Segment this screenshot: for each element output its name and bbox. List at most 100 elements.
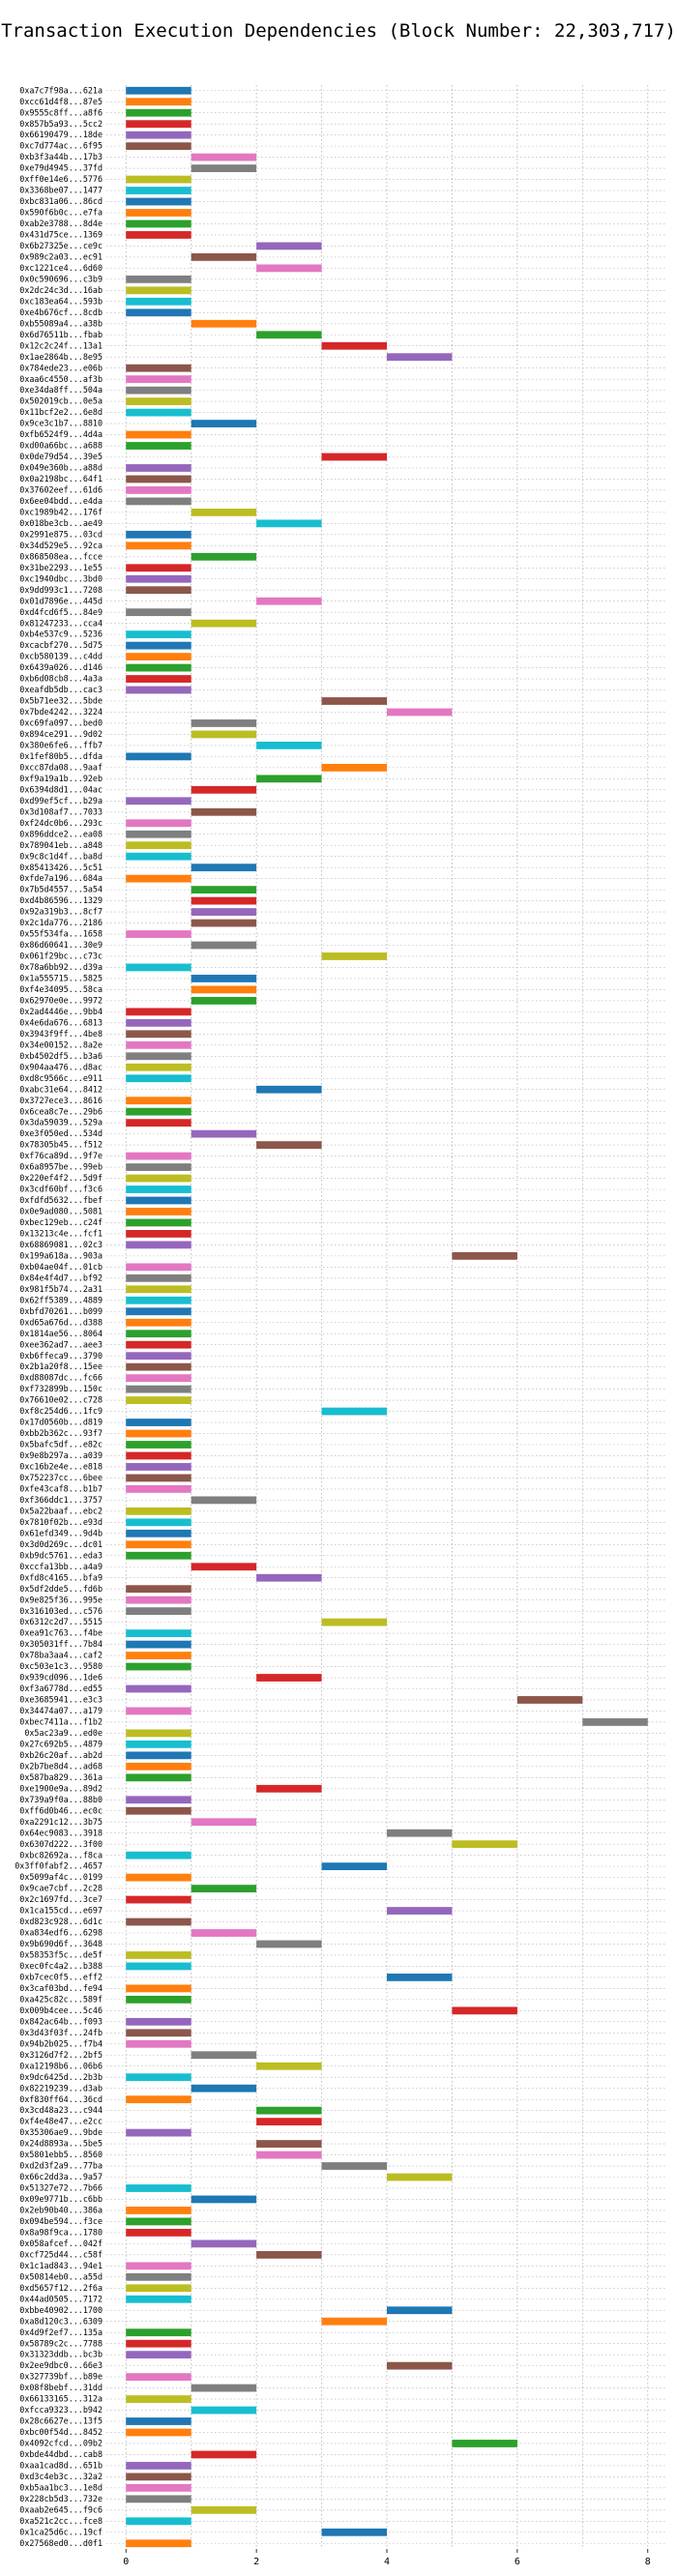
bar [126,1318,191,1327]
y-tick-label: 0xe79d4945...37fd [19,163,103,173]
y-tick-label: 0xd5657f12...2f6a [19,2283,103,2293]
bar [126,1585,191,1594]
y-tick-label: 0x0a2198bc...64f1 [19,474,103,483]
y-tick-labels: 0xa7c7f98a...621a 0xcc61d4f8...87e50x9555… [15,85,103,2548]
y-tick-label: 0x018be3cb...ae49 [19,518,103,528]
bar [256,2106,322,2115]
y-tick-label: 0x857b5a93...5cc2 [19,119,103,129]
y-tick-label: 0x1814ae56...8064 [19,1329,103,1338]
y-tick-label: 0x66190479...18de [19,130,103,139]
y-tick-label: 0x6ee04bdd...e4da [19,496,103,506]
y-tick-label: 0xa7c7f98a...621a [19,85,103,95]
bar [191,985,257,994]
bar [126,2029,191,2037]
bar [126,1152,191,1160]
y-tick-label: 0x2ad4446e...9bb4 [19,1007,103,1016]
bar [126,2517,191,2526]
y-tick-label: 0xff0e14e6...5776 [19,174,103,184]
bar [126,464,191,472]
y-tick-label: 0xd8c9566c...e911 [19,1073,103,1083]
y-tick-label: 0xa8d120c3...6309 [19,2316,103,2326]
bar [126,1441,191,1449]
bar [126,1385,191,1393]
y-tick-label: 0x6307d222...3f00 [19,1839,103,1849]
y-tick-label: 0xb7cec0f5...eff2 [19,1973,103,1982]
bar [126,397,191,406]
bar [191,807,257,816]
x-tick-label: 8 [645,2557,651,2567]
bar [191,908,257,916]
bar [126,2417,191,2425]
bar [126,830,191,838]
y-tick-label: 0xc1989b42...176f [19,507,103,516]
y-tick-label: 0x316103ed...c576 [19,1606,103,1616]
bar [126,1707,191,1715]
bar [126,187,191,194]
y-tick-label: 0x34474a07...a179 [19,1706,103,1715]
bar [126,1518,191,1527]
bar [191,1885,257,1892]
bar [126,2373,191,2382]
bar [256,519,322,528]
y-tick-label: 0xfb6524f9...4d4a [19,429,103,439]
bar [126,1396,191,1404]
bar [191,1929,257,1937]
y-tick-label: 0xd4b86596...1329 [19,895,103,905]
y-tick-label: 0x66c2dd3a...9a57 [19,2172,103,2181]
y-tick-label: 0x2c1697fd...3ce7 [19,1894,103,1904]
bar [387,353,453,362]
y-tick-label: 0x9ce3c1b7...8810 [19,419,103,428]
y-tick-label: 0xb4502df5...b3a6 [19,1051,103,1061]
y-tick-label: 0x939cd096...1de6 [19,1673,103,1683]
bar [126,1008,191,1016]
bar [126,530,191,539]
bar [191,886,257,894]
y-tick-label: 0x3ff0fabf2...4657 [15,1861,103,1871]
bar [126,2017,191,2026]
y-tick-label: 0x5ac23a9...ed0e [24,1728,103,1738]
bar [126,1429,191,1438]
y-tick-label: 0xe4b676cf...8cdb [19,307,103,317]
y-tick-label: 0xc7d774ac...6f95 [19,141,103,151]
bar [321,1618,387,1626]
y-tick-label: 0x3d43f03f...24fb [19,2028,103,2037]
y-tick-label: 0x3cd48a23...c944 [19,2105,103,2115]
y-tick-label: 0x3d0d269c...dc01 [19,1539,103,1549]
y-tick-label: 0x3caf03bd...fe94 [19,1983,103,1993]
bar [126,2228,191,2237]
y-tick-label: 0x6439a026...d146 [19,662,103,672]
y-tick-label: 0x784ede23...e06b [19,363,103,372]
bar [256,1573,322,1582]
bar [126,1773,191,1782]
bar [256,775,322,783]
y-tick-label: 0xf4e48e47...e2cc [19,2117,103,2126]
bar [126,1484,191,1493]
bar [387,2306,453,2315]
y-tick-label: 0xe3f050ed...534d [19,1128,103,1138]
y-tick-label: 0xc1940dbc...3bd0 [19,573,103,583]
bar [126,2495,191,2503]
y-tick-label: 0x5b71ee32...5bde [19,696,103,706]
y-tick-label: 0xcc61d4f8...87e5 [19,97,103,106]
y-tick-label: 0x2b7be8d4...ad68 [19,1761,103,1771]
bar [126,1796,191,1804]
y-tick-label: 0x5df2dde5...fd6b [19,1584,103,1594]
bar [126,574,191,583]
bar [126,1330,191,1338]
y-tick-label: 0x82219239...d3ab [19,2083,103,2093]
y-tick-label: 0x5a22baaf...ebc2 [19,1506,103,1515]
bar [126,142,191,151]
bar [126,2095,191,2104]
bar [126,2328,191,2337]
y-tick-label: 0x8a98f9ca...1780 [19,2227,103,2237]
y-tick-label: 0x058afcef...042f [19,2239,103,2248]
y-tick-label: 0xa2291c12...3b75 [19,1817,103,1827]
y-tick-label: 0x01d7896e...445d [19,596,103,605]
y-tick-label: 0x34e00152...8a2e [19,1039,103,1049]
y-tick-label: 0x6cea8c7e...29b6 [19,1106,103,1116]
bar [126,686,191,694]
y-tick-label: 0x62ff5389...4889 [19,1295,103,1304]
y-tick-label: 0xb6ffeca9...3790 [19,1351,103,1361]
y-tick-label: 0xbc82692a...f8ca [19,1850,103,1859]
y-tick-label: 0xaa1cad8d...651b [19,2461,103,2471]
